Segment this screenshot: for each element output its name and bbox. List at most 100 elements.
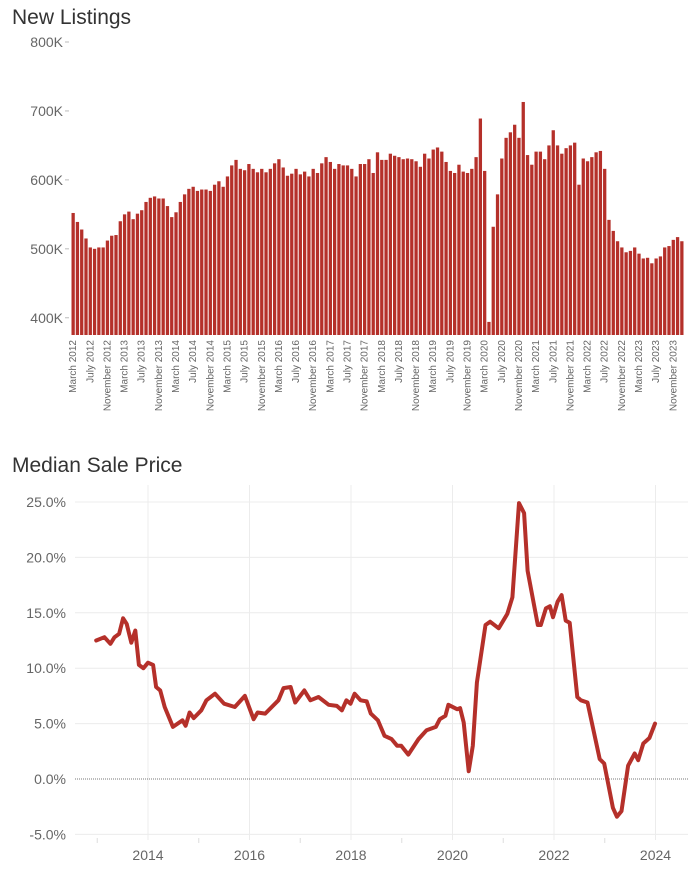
bar [208, 190, 212, 335]
bar [658, 256, 663, 335]
bar [637, 253, 641, 335]
bar [272, 163, 277, 335]
bar [161, 198, 165, 335]
bar [581, 158, 585, 335]
bar [200, 189, 204, 335]
bar [418, 166, 423, 335]
bar [397, 157, 401, 335]
bar [444, 161, 448, 335]
bar [71, 212, 75, 335]
bar [362, 164, 367, 335]
x-tick-label: July 2019 [445, 340, 456, 383]
bar [114, 235, 118, 335]
x-tick-label: March 2020 [480, 340, 491, 393]
bar [92, 248, 97, 335]
bar [645, 257, 650, 335]
bar [247, 164, 251, 335]
x-tick-label: 2022 [538, 847, 569, 863]
bar [474, 157, 478, 335]
bar [414, 161, 418, 335]
y-tick-label: 600K [30, 172, 63, 188]
bar [281, 167, 285, 335]
bar [260, 168, 264, 335]
bar [508, 132, 513, 335]
x-tick-label: July 2022 [600, 340, 611, 383]
bar [611, 230, 615, 335]
bar [140, 210, 144, 335]
bar [680, 241, 684, 335]
x-tick-label: March 2015 [222, 340, 233, 393]
bar [268, 168, 272, 335]
bar [311, 168, 315, 335]
bar [324, 157, 328, 335]
x-tick-label: July 2013 [137, 340, 148, 383]
bar [401, 159, 405, 335]
bar [84, 238, 88, 335]
y-tick-label: 15.0% [26, 605, 66, 621]
x-tick-label: 2020 [437, 847, 468, 863]
bar [607, 219, 611, 335]
bar [118, 221, 122, 335]
x-tick-label: March 2018 [377, 340, 388, 393]
bar [101, 247, 105, 335]
bar [633, 247, 637, 335]
x-tick-label: July 2016 [291, 340, 302, 383]
bar [675, 237, 680, 335]
bar [371, 172, 375, 335]
bar [500, 158, 504, 335]
x-tick-label: July 2015 [240, 340, 251, 383]
bar [182, 194, 187, 335]
bar [204, 189, 208, 335]
bar [212, 184, 217, 335]
bar [628, 250, 633, 335]
bar [585, 161, 590, 335]
bar [555, 145, 560, 335]
bar [483, 170, 487, 335]
x-tick-label: March 2017 [325, 340, 336, 393]
x-tick-label: March 2023 [634, 340, 645, 393]
bar [650, 263, 654, 335]
bar [654, 258, 658, 335]
bar [534, 151, 538, 335]
bar [230, 165, 234, 335]
bar [564, 148, 568, 335]
bar [440, 151, 444, 335]
x-tick-label: March 2022 [583, 340, 594, 393]
x-tick-label: July 2012 [85, 340, 96, 383]
bar [603, 168, 607, 335]
bar [663, 247, 667, 335]
bar [671, 239, 675, 335]
bar [131, 219, 135, 335]
bar [187, 188, 191, 335]
y-tick-label: 25.0% [26, 494, 66, 510]
bar [431, 149, 435, 335]
y-tick-label: 800K [30, 34, 63, 50]
y-tick-label: 5.0% [34, 716, 66, 732]
bar [465, 172, 470, 335]
bar [620, 247, 624, 335]
bar [135, 213, 140, 335]
bar [453, 172, 457, 335]
x-tick-label: July 2020 [497, 340, 508, 383]
x-tick-label: November 2019 [463, 340, 474, 412]
y-tick-label: 400K [30, 310, 63, 326]
x-tick-label: 2024 [640, 847, 671, 863]
bar [97, 247, 101, 335]
x-tick-label: July 2023 [651, 340, 662, 383]
bar [568, 145, 573, 335]
bar [332, 168, 337, 335]
x-tick-label: November 2015 [257, 340, 268, 412]
bar [427, 158, 431, 335]
bar [341, 165, 345, 335]
bar [298, 174, 302, 335]
bar [358, 164, 362, 335]
median-sale-price-line [94, 501, 657, 819]
bar [217, 181, 221, 335]
bar [517, 137, 521, 335]
bar [380, 159, 384, 335]
bar [302, 171, 307, 335]
bar [551, 130, 555, 335]
bar [423, 153, 427, 335]
bar [547, 145, 551, 335]
x-tick-label: November 2018 [411, 340, 422, 412]
